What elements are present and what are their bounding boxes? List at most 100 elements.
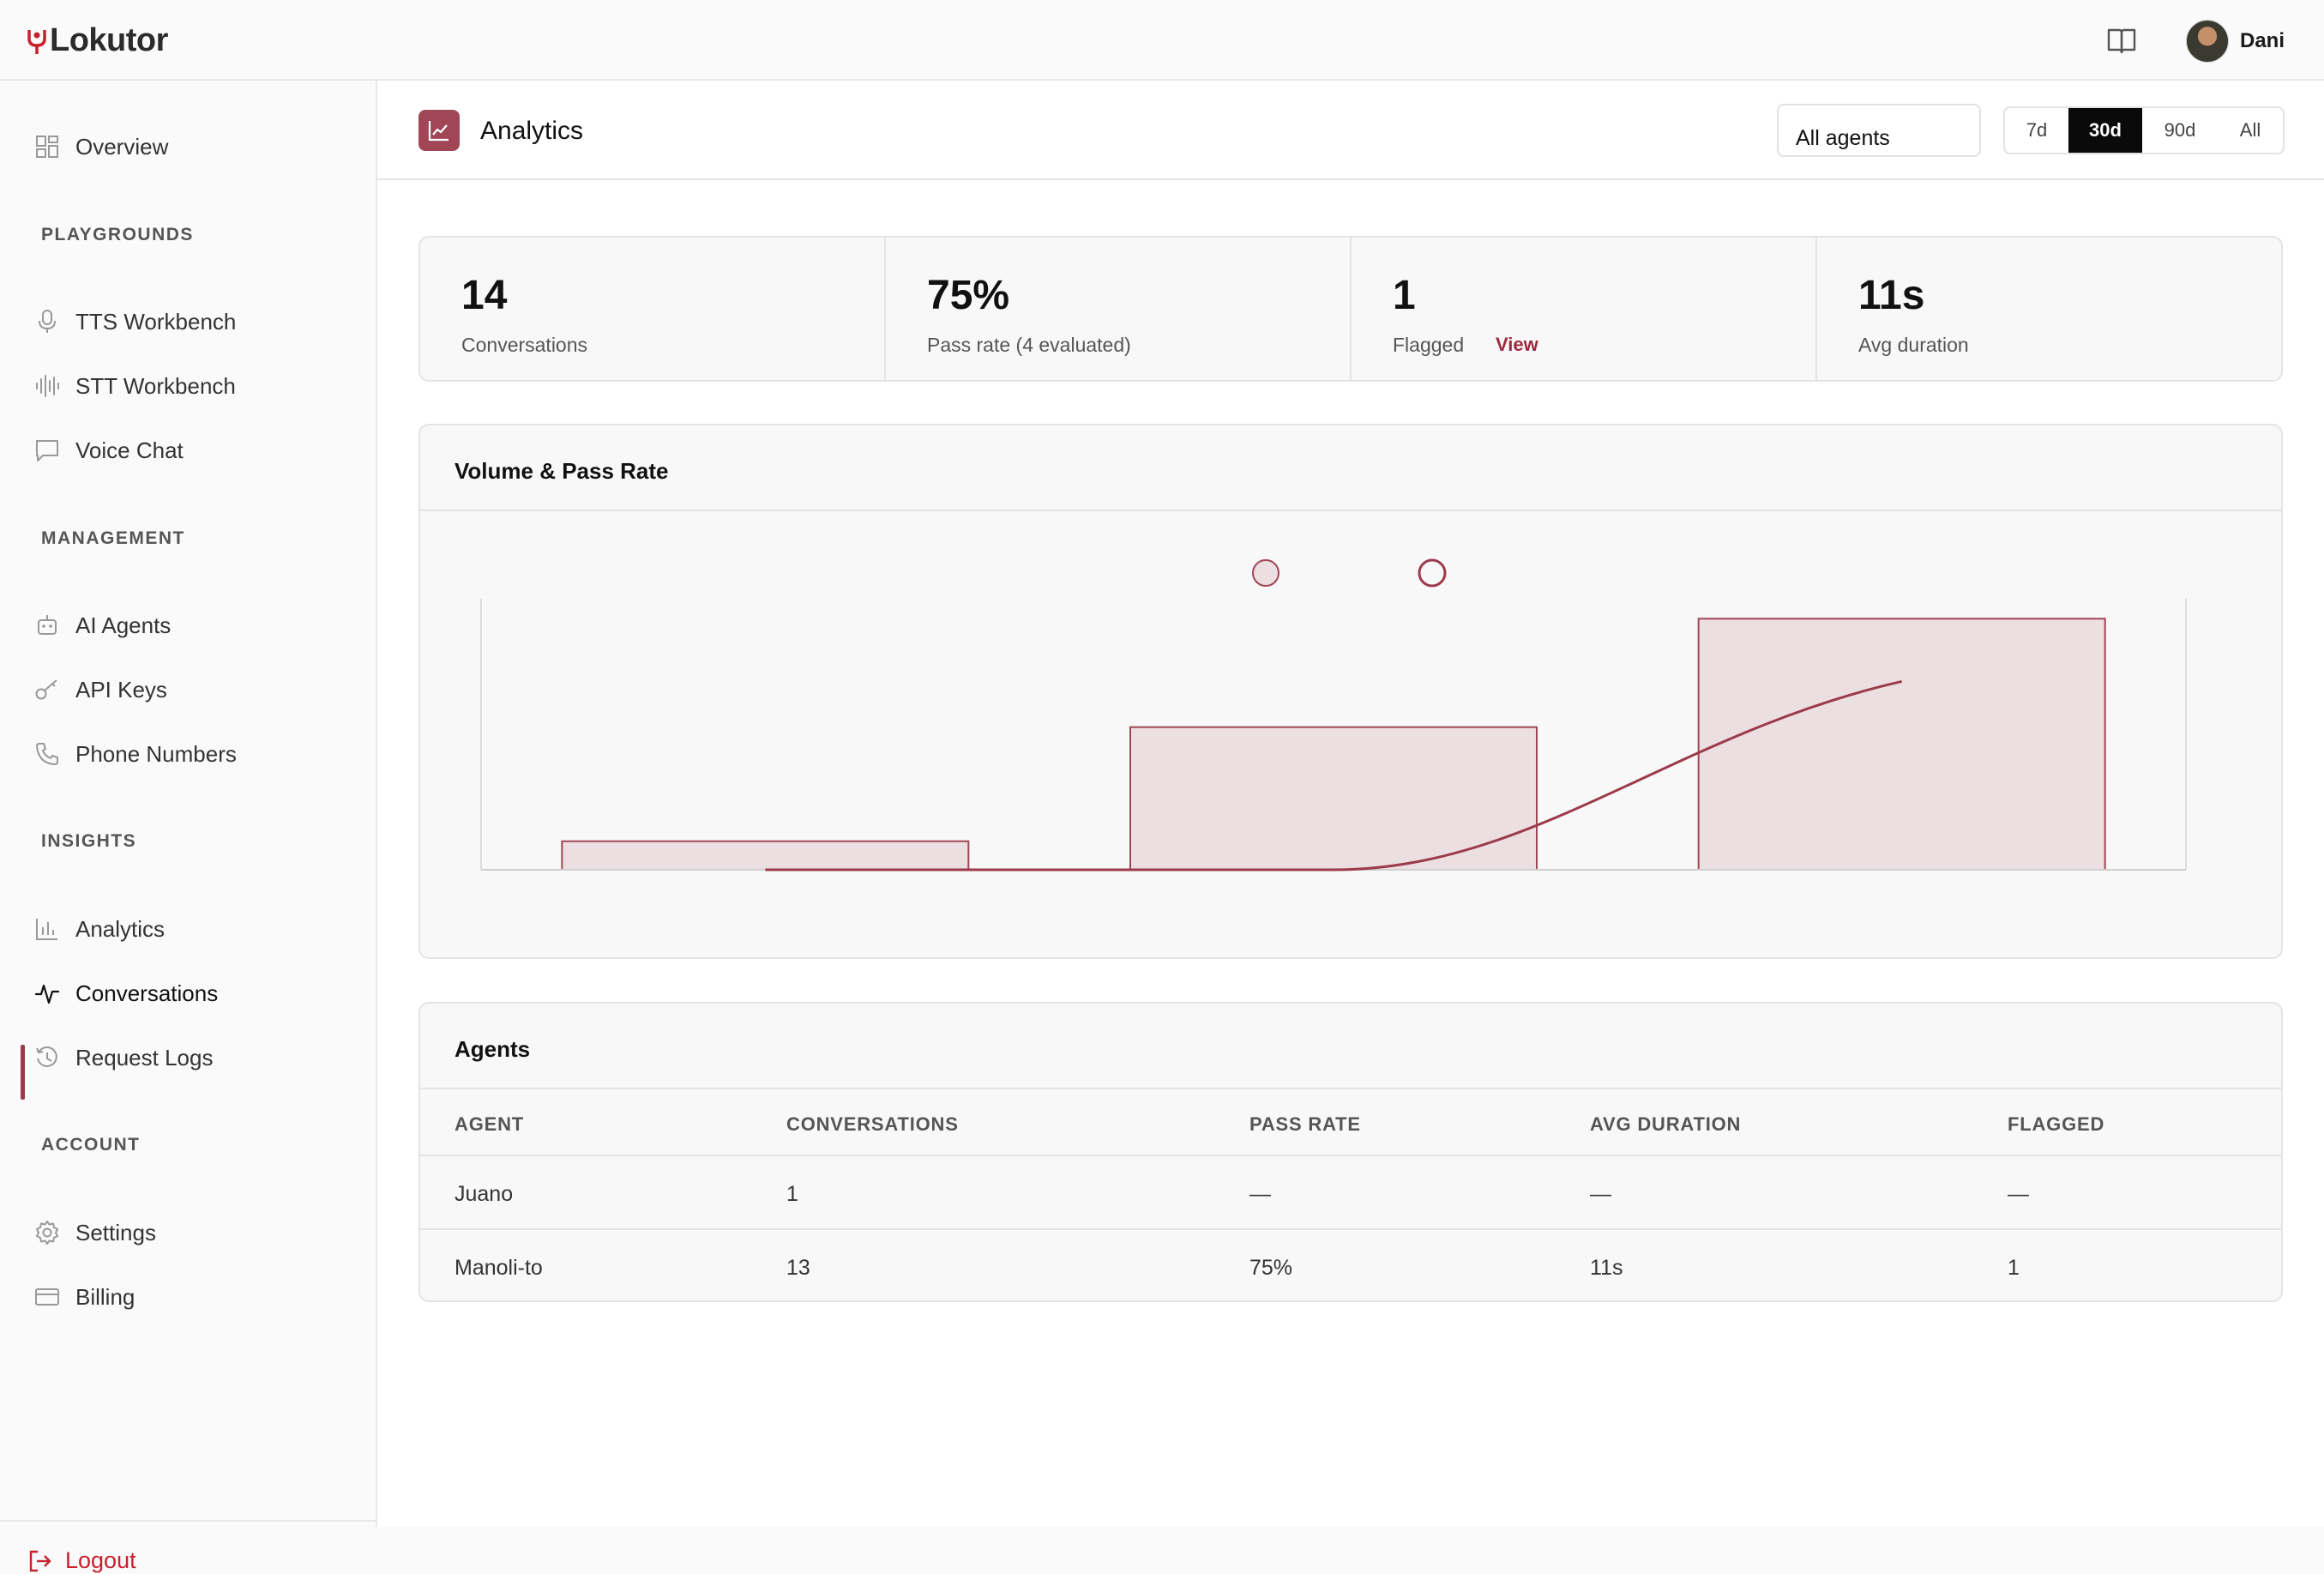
card-header: Agents [420,1004,2281,1089]
stat-label: Avg duration [1858,334,1969,356]
chat-bubble-icon [36,440,58,461]
section-title-management: MANAGEMENT [41,528,185,548]
stat-label: Conversations [461,334,588,356]
table-title: Agents [455,1036,531,1062]
sidebar-item-label: Overview [75,133,169,160]
sidebar-item-settings[interactable]: Settings [34,1211,156,1254]
column-header-avg-duration[interactable]: AVG DURATION [1590,1113,1742,1135]
user-name[interactable]: Dani [2240,29,2285,52]
grid-icon [36,136,58,158]
stat-value: 11s [1858,273,1925,318]
sidebar-item-label: Request Logs [75,1044,214,1070]
stats-card: 14 Conversations 75% Pass rate (4 evalua… [418,236,2283,382]
bar-3 [1697,618,2106,871]
range-button-all[interactable]: All [2239,119,2261,141]
cell-avg-duration: — [1590,1182,1611,1206]
stat-label: Pass rate (4 evaluated) [927,334,1131,356]
logo-mark-icon [27,30,46,54]
chart-title: Volume & Pass Rate [455,458,669,484]
column-header-pass-rate[interactable]: PASS RATE [1249,1113,1361,1135]
waveform-icon [36,375,59,397]
sidebar-item-label: TTS Workbench [75,308,237,335]
section-title-insights: INSIGHTS [41,831,137,851]
stat-pass-rate: 75% Pass rate (4 evaluated) [886,238,1352,380]
legend-line-marker [1418,558,1447,588]
cell-avg-duration: 11s [1590,1256,1623,1280]
cell-flagged: — [2008,1182,2029,1206]
credit-card-icon [35,1288,59,1306]
stat-value: 14 [461,273,508,318]
logout-button[interactable]: Logout [27,1547,136,1574]
volume-pass-rate-card: Volume & Pass Rate [418,424,2283,959]
section-title-account: ACCOUNT [41,1135,141,1155]
column-header-conversations[interactable]: CONVERSATIONS [786,1113,959,1135]
range-button-30d[interactable]: 30d [2068,108,2142,153]
logout-icon [29,1550,51,1571]
sidebar-item-billing[interactable]: Billing [34,1275,135,1318]
sidebar-divider [0,1520,377,1522]
sidebar-item-label: Settings [75,1219,156,1245]
page-header: Analytics All agents 7d 30d 90d All [377,81,2324,180]
bar-1 [561,840,970,871]
stat-value: 1 [1393,273,1416,318]
sidebar-item-request-logs[interactable]: Request Logs [34,1036,213,1079]
sidebar-item-label: Voice Chat [75,437,184,463]
stat-conversations: 14 Conversations [420,238,886,380]
view-flagged-link[interactable]: View [1496,334,1538,355]
sidebar-item-stt[interactable]: STT Workbench [34,365,236,407]
active-indicator [21,1045,25,1100]
sidebar-item-phone-numbers[interactable]: Phone Numbers [34,733,237,775]
sidebar-item-label: Billing [75,1283,135,1310]
book-icon[interactable] [2105,24,2138,57]
range-button-90d[interactable]: 90d [2164,119,2196,141]
main-content: Analytics All agents 7d 30d 90d All 14 C… [377,81,2324,1527]
microphone-icon [39,310,56,333]
page-title: Analytics [480,117,584,145]
sidebar-item-conversations[interactable]: Conversations [34,972,218,1015]
sidebar-item-label: AI Agents [75,612,172,638]
stat-value: 75% [927,273,1010,318]
sidebar: Overview PLAYGROUNDS TTS Workbench STT W… [0,81,377,1573]
legend-bar-marker [1252,559,1279,587]
volume-pass-rate-chart [480,558,2187,871]
column-header-agent[interactable]: AGENT [455,1113,524,1135]
sidebar-item-tts[interactable]: TTS Workbench [34,300,236,343]
sidebar-item-api-keys[interactable]: API Keys [34,668,167,711]
sidebar-item-overview[interactable]: Overview [34,125,168,168]
key-icon [35,679,57,700]
cell-conversations: 13 [786,1256,810,1280]
sidebar-item-label: Analytics [75,915,166,942]
cell-flagged: 1 [2008,1256,2020,1280]
sidebar-item-ai-agents[interactable]: AI Agents [34,604,171,647]
sidebar-item-label: Phone Numbers [75,740,237,767]
avatar[interactable] [2186,20,2229,63]
table-row[interactable]: Manoli-to 13 75% 11s 1 [420,1230,2281,1300]
sidebar-item-analytics[interactable]: Analytics [34,908,165,950]
bar-2 [1129,726,1538,871]
table-row[interactable]: Juano 1 — — — [420,1156,2281,1230]
cell-conversations: 1 [786,1182,798,1206]
sidebar-item-label: API Keys [75,676,167,703]
section-title-playgrounds: PLAYGROUNDS [41,225,194,244]
sidebar-item-label: STT Workbench [75,372,236,399]
table-header-row: AGENT CONVERSATIONS PASS RATE AVG DURATI… [420,1089,2281,1156]
robot-icon [38,615,57,635]
range-button-7d[interactable]: 7d [2026,119,2048,141]
top-bar: Lokutor Dani [0,0,2324,81]
stat-avg-duration: 11s Avg duration [1817,238,2281,380]
app-logo[interactable]: Lokutor [26,17,168,63]
sidebar-item-voice-chat[interactable]: Voice Chat [34,429,184,472]
cell-pass-rate: 75% [1249,1256,1293,1280]
sidebar-item-label: Conversations [75,980,219,1006]
history-icon [36,1046,57,1067]
pass-rate-line [765,680,1903,871]
stat-flagged: 1 Flagged View [1352,238,1817,380]
column-header-flagged[interactable]: FLAGGED [2008,1113,2105,1135]
logout-label: Logout [65,1547,136,1573]
agents-table-card: Agents AGENT CONVERSATIONS PASS RATE AVG… [418,1002,2283,1302]
time-range-selector: 7d 30d 90d All [2003,106,2285,154]
agent-filter-select[interactable]: All agents [1777,104,1981,157]
phone-icon [36,743,58,765]
cell-agent: Manoli-to [455,1256,543,1280]
analytics-icon [418,110,460,151]
